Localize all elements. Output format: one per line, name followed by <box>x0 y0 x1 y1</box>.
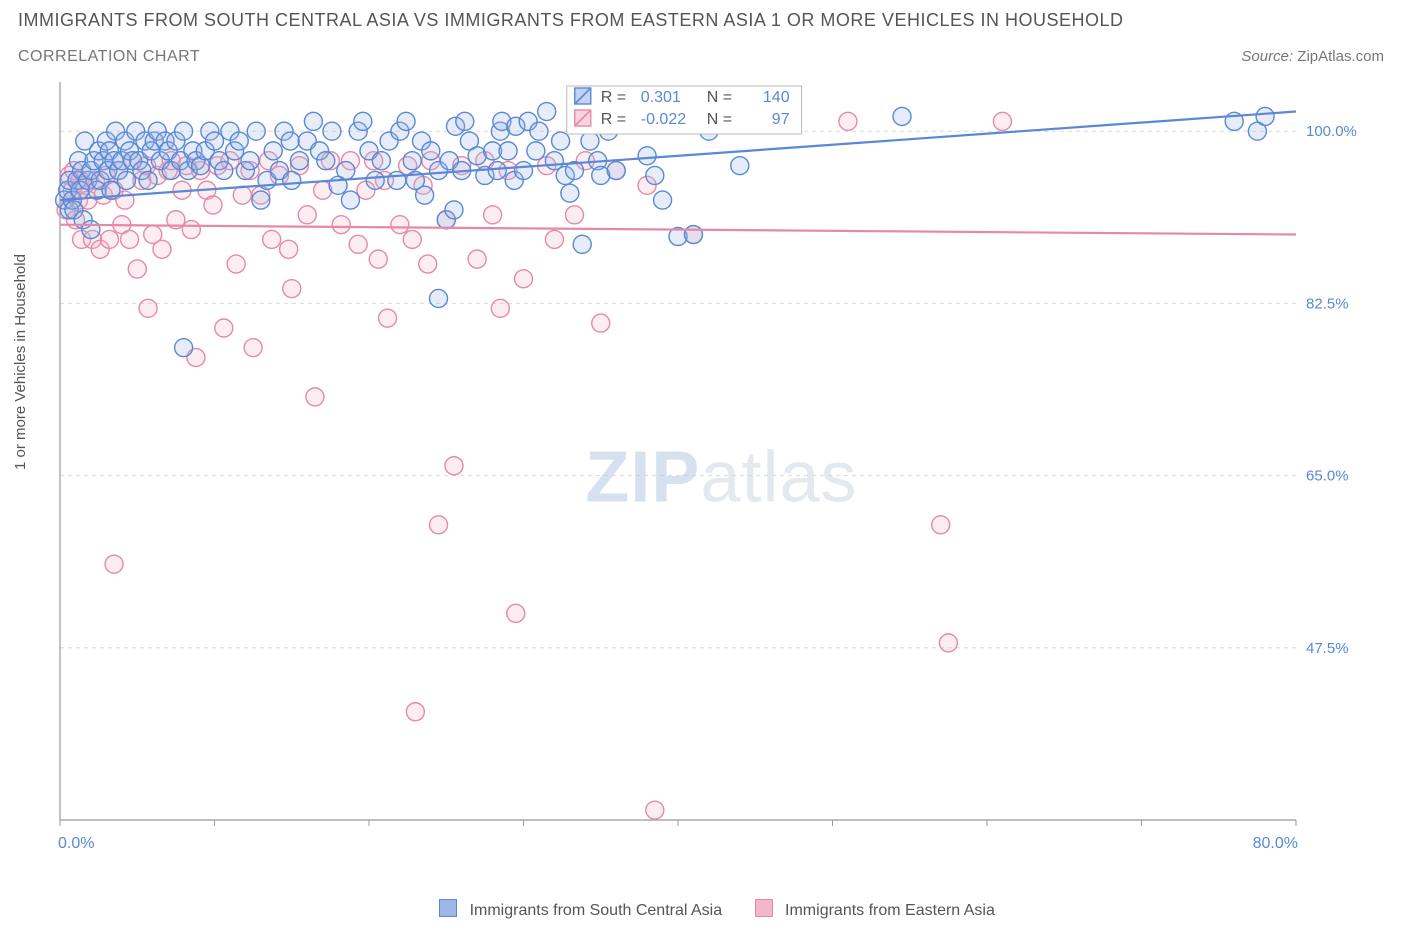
scatter-chart: 47.5% 65.0% 82.5% 100.0% 0.0% 80.0% R = 0.301 N… <box>48 82 1384 860</box>
svg-text:80.0%: 80.0% <box>1253 835 1298 852</box>
legend-label-ea: Immigrants from Eastern Asia <box>785 902 995 919</box>
svg-text:R =: R = <box>601 111 626 128</box>
legend-swatch-ea <box>755 899 773 917</box>
chart-title: IMMIGRANTS FROM SOUTH CENTRAL ASIA VS IM… <box>18 10 1124 31</box>
source-prefix: Source: <box>1241 48 1297 65</box>
source-name: ZipAtlas.com <box>1297 48 1384 65</box>
svg-text:65.0%: 65.0% <box>1306 468 1349 485</box>
source-attribution: Source: ZipAtlas.com <box>1241 48 1384 65</box>
svg-text:100.0%: 100.0% <box>1306 123 1357 140</box>
svg-text:82.5%: 82.5% <box>1306 295 1349 312</box>
y-axis-label: 1 or more Vehicles in Household <box>12 254 29 470</box>
svg-text:-0.022: -0.022 <box>641 111 686 128</box>
svg-text:N =: N = <box>707 111 732 128</box>
svg-text:140: 140 <box>763 89 790 106</box>
svg-text:47.5%: 47.5% <box>1306 640 1349 657</box>
legend-bottom: Immigrants from South Central Asia Immig… <box>0 899 1406 920</box>
svg-text:0.301: 0.301 <box>641 89 681 106</box>
legend-swatch-sca <box>439 899 457 917</box>
svg-text:97: 97 <box>772 111 790 128</box>
legend-label-sca: Immigrants from South Central Asia <box>470 902 723 919</box>
svg-text:0.0%: 0.0% <box>58 835 94 852</box>
plot-svg: 47.5% 65.0% 82.5% 100.0% 0.0% 80.0% R = 0.301 N… <box>48 82 1384 860</box>
svg-text:R =: R = <box>601 89 626 106</box>
svg-text:N =: N = <box>707 89 732 106</box>
chart-subtitle: CORRELATION CHART <box>18 48 200 66</box>
